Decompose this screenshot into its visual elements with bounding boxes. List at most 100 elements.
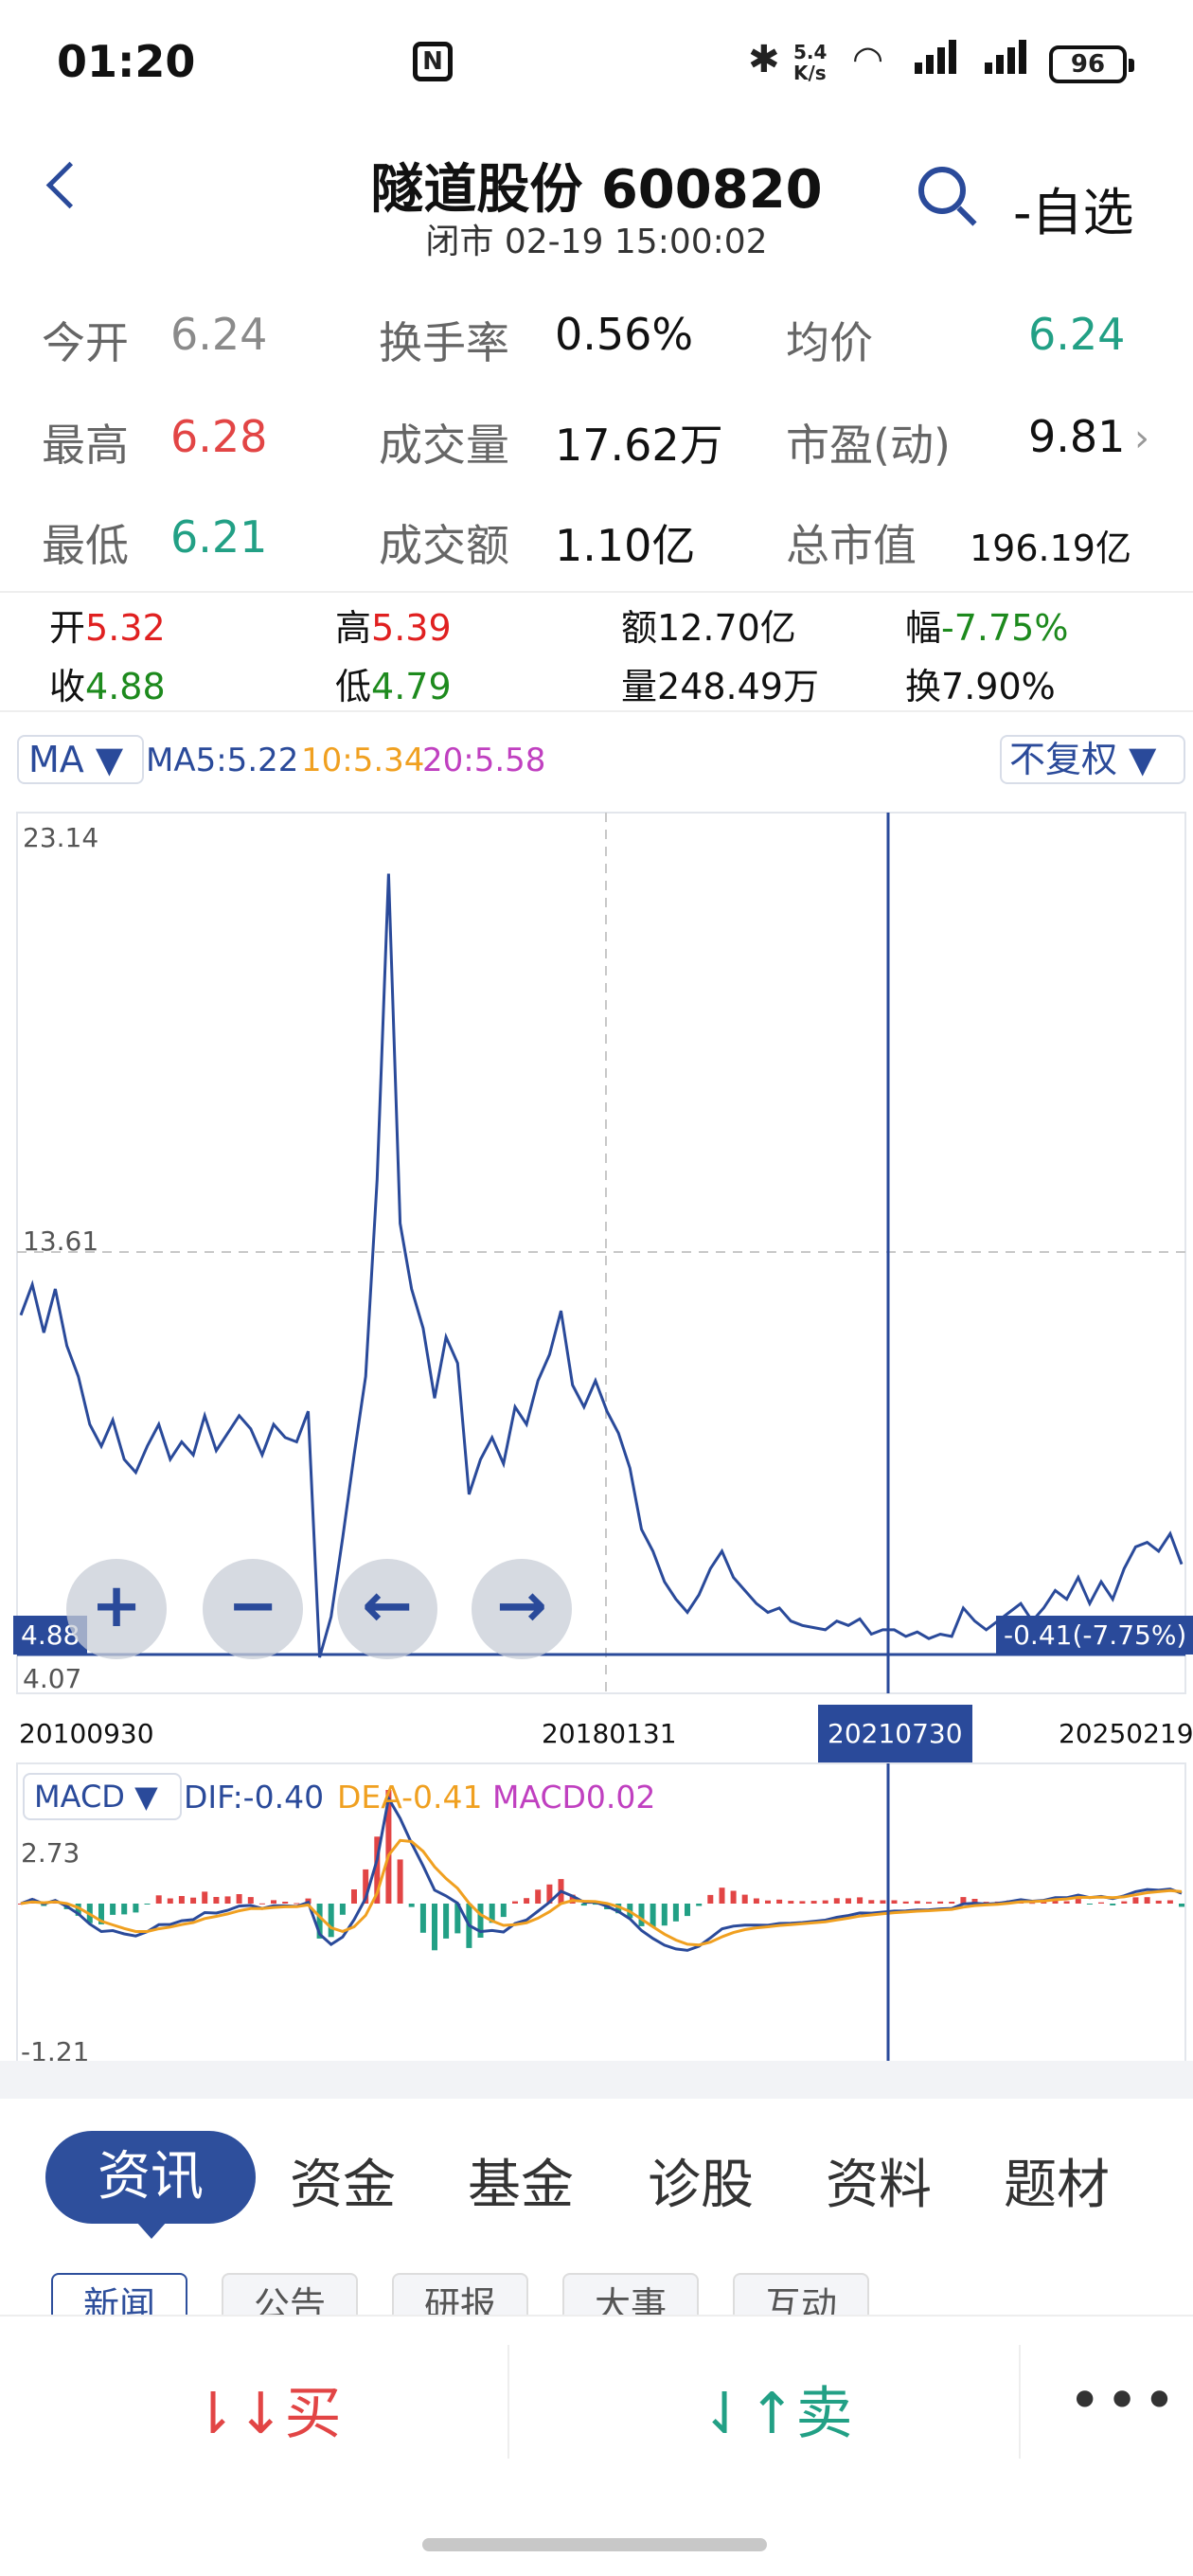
speed-unit: K/s (793, 62, 827, 84)
macd-bar (580, 1904, 587, 1906)
volume-value: 248.49万 (657, 666, 819, 707)
macd-bar (500, 1904, 507, 1918)
quote-value-high: 6.28 (170, 411, 268, 462)
battery-icon: 96 (1049, 45, 1134, 83)
macd-bar (937, 1901, 944, 1904)
amount-value: 12.70亿 (657, 607, 796, 649)
open-label: 开 (49, 607, 86, 649)
market-status: 闭市 02-19 15:00:02 (425, 223, 768, 261)
watchlist-button[interactable]: -自选 (1013, 183, 1134, 242)
quote-label: 成交额 (379, 520, 509, 571)
bottom-action-bar (0, 2315, 1193, 2496)
macd-bar (144, 1904, 151, 1905)
macd-bar (799, 1901, 806, 1904)
tab-topics[interactable]: 题材 (1004, 2155, 1110, 2216)
macd-y-top: 2.73 (21, 1837, 80, 1869)
dea-value: DEA-0.41 (337, 1779, 483, 1816)
dif-value: DIF:-0.40 (184, 1779, 325, 1816)
date-label: 20100930 (19, 1718, 154, 1749)
quote-label: 均价 (786, 317, 873, 368)
macd-bar (685, 1904, 690, 1917)
quote-value-low: 6.21 (170, 511, 268, 563)
macd-bar (615, 1904, 622, 1914)
tab-profile[interactable]: 资料 (826, 2155, 932, 2216)
zoom-out-button[interactable]: − (203, 1559, 303, 1659)
ohlc-turnover: 换7.90% (905, 657, 1056, 709)
macd-bar (719, 1887, 725, 1904)
quote-label: 最高 (42, 420, 129, 471)
ma-selector[interactable]: MA ▼ (17, 735, 144, 784)
macd-bar (271, 1900, 276, 1904)
buy-button[interactable]: ⇂↓买 (189, 2368, 342, 2450)
tab-funds[interactable]: 资金 (290, 2155, 396, 2216)
macd-bar (1063, 1901, 1070, 1904)
date-label: 20250219 (1059, 1718, 1193, 1749)
search-icon[interactable] (918, 167, 966, 214)
sell-icon: ⇃↑ (701, 2381, 796, 2447)
macd-chart[interactable] (0, 1762, 1193, 2065)
quote-label: 成交量 (379, 420, 509, 471)
zoom-in-button[interactable]: + (66, 1559, 167, 1659)
tab-news[interactable]: 资讯 (45, 2131, 256, 2239)
wifi-icon: ◠ (852, 38, 884, 80)
macd-bar (546, 1884, 553, 1904)
tab-diagnose[interactable]: 诊股 (648, 2155, 754, 2216)
macd-bar (133, 1904, 139, 1913)
change-value: -7.75% (941, 607, 1069, 649)
quote-label: 市盈(动) (786, 420, 951, 471)
macd-bar (1132, 1897, 1139, 1904)
quote-value-avg: 6.24 (1028, 309, 1126, 360)
change-tag: -0.41(-7.75%) (996, 1616, 1193, 1655)
ohlc-change: 幅-7.75% (905, 599, 1068, 651)
pan-right-button[interactable]: → (472, 1559, 572, 1659)
home-indicator[interactable] (422, 2538, 767, 2551)
signal-icon (915, 40, 960, 74)
open-value: 5.32 (85, 607, 166, 649)
date-label: 20180131 (542, 1718, 677, 1749)
macd-bar (339, 1904, 346, 1915)
macd-bar (926, 1902, 932, 1904)
macd-bar (833, 1898, 840, 1904)
macd-bar (1052, 1899, 1059, 1904)
macd-bar (902, 1901, 909, 1904)
macd-bar (167, 1898, 173, 1904)
macd-bar (224, 1896, 231, 1904)
pan-left-button[interactable]: ← (337, 1559, 437, 1659)
macd-bar (741, 1894, 748, 1904)
sell-button[interactable]: ⇃↑卖 (701, 2368, 853, 2450)
turnover-label: 换 (905, 666, 942, 707)
price-chart[interactable] (0, 805, 1193, 1705)
quote-label: 最低 (42, 520, 129, 571)
divider (0, 710, 1193, 712)
price-series-line (19, 873, 1184, 1658)
macd-bar (236, 1894, 242, 1904)
ohlc-open: 开5.32 (49, 599, 166, 651)
quote-value-pe[interactable]: 9.81 (1028, 411, 1126, 462)
quote-label: 换手率 (379, 317, 509, 368)
nfc-icon: N (413, 42, 453, 81)
adjust-selector[interactable]: 不复权 ▼ (1000, 735, 1185, 784)
macd-bar (75, 1904, 81, 1916)
low-label: 低 (335, 666, 372, 707)
macd-bar (696, 1904, 703, 1906)
back-icon[interactable] (45, 161, 94, 209)
quote-value-marketcap: 196.19亿 (970, 528, 1131, 569)
change-label: 幅 (905, 607, 942, 649)
macd-bar (489, 1904, 495, 1923)
macd-bar (1041, 1902, 1047, 1904)
macd-bar (419, 1904, 426, 1933)
tab-fund[interactable]: 基金 (468, 2155, 574, 2216)
macd-selector[interactable]: MACD ▼ (23, 1773, 182, 1820)
quote-value-amount: 1.10亿 (555, 520, 696, 571)
chevron-right-icon[interactable]: › (1134, 417, 1149, 460)
more-button[interactable]: ••• (1068, 2368, 1181, 2434)
ohlc-close: 收4.88 (49, 657, 166, 709)
macd-bar (213, 1897, 220, 1904)
macd-bar (810, 1901, 817, 1904)
macd-bar (971, 1899, 978, 1904)
ma10-value: 10:5.34 (301, 742, 425, 779)
macd-bar (891, 1900, 898, 1904)
high-label: 高 (335, 607, 372, 649)
macd-bar (1166, 1900, 1173, 1904)
quote-value-turnover: 0.56% (555, 309, 694, 360)
